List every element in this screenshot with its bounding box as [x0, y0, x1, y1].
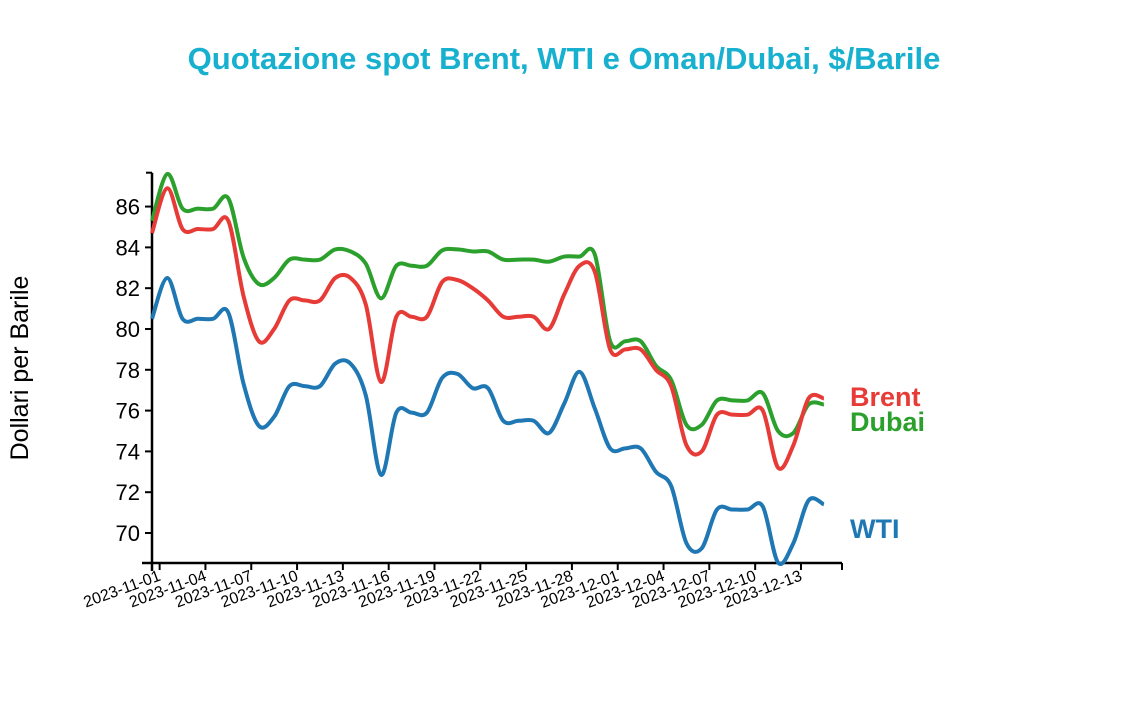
y-tick-label: 78 — [116, 358, 140, 383]
series-line-dubai — [150, 171, 825, 439]
series-lines — [150, 171, 825, 566]
y-tick-label: 82 — [116, 276, 140, 301]
series-line-wti — [150, 275, 825, 566]
y-tick-label: 86 — [116, 195, 140, 220]
y-axis: 70 72 74 76 78 80 82 84 86 — [116, 171, 154, 563]
series-label-brent: Brent — [850, 382, 921, 412]
y-axis-label: Dollari per Barile — [6, 276, 34, 461]
series-label-wti: WTI — [850, 514, 899, 544]
y-tick-label: 74 — [116, 439, 140, 464]
y-tick-label: 70 — [116, 521, 140, 546]
y-tick-label: 84 — [116, 235, 140, 260]
series-label-dubai: Dubai — [850, 407, 925, 437]
y-tick-label: 72 — [116, 480, 140, 505]
y-tick-label: 76 — [116, 399, 140, 424]
chart-title: Quotazione spot Brent, WTI e Oman/Dubai,… — [188, 41, 941, 76]
series-line-brent — [150, 186, 825, 471]
x-axis: 2023-11-012023-11-042023-11-072023-11-10… — [81, 561, 843, 612]
y-tick-label: 80 — [116, 317, 140, 342]
